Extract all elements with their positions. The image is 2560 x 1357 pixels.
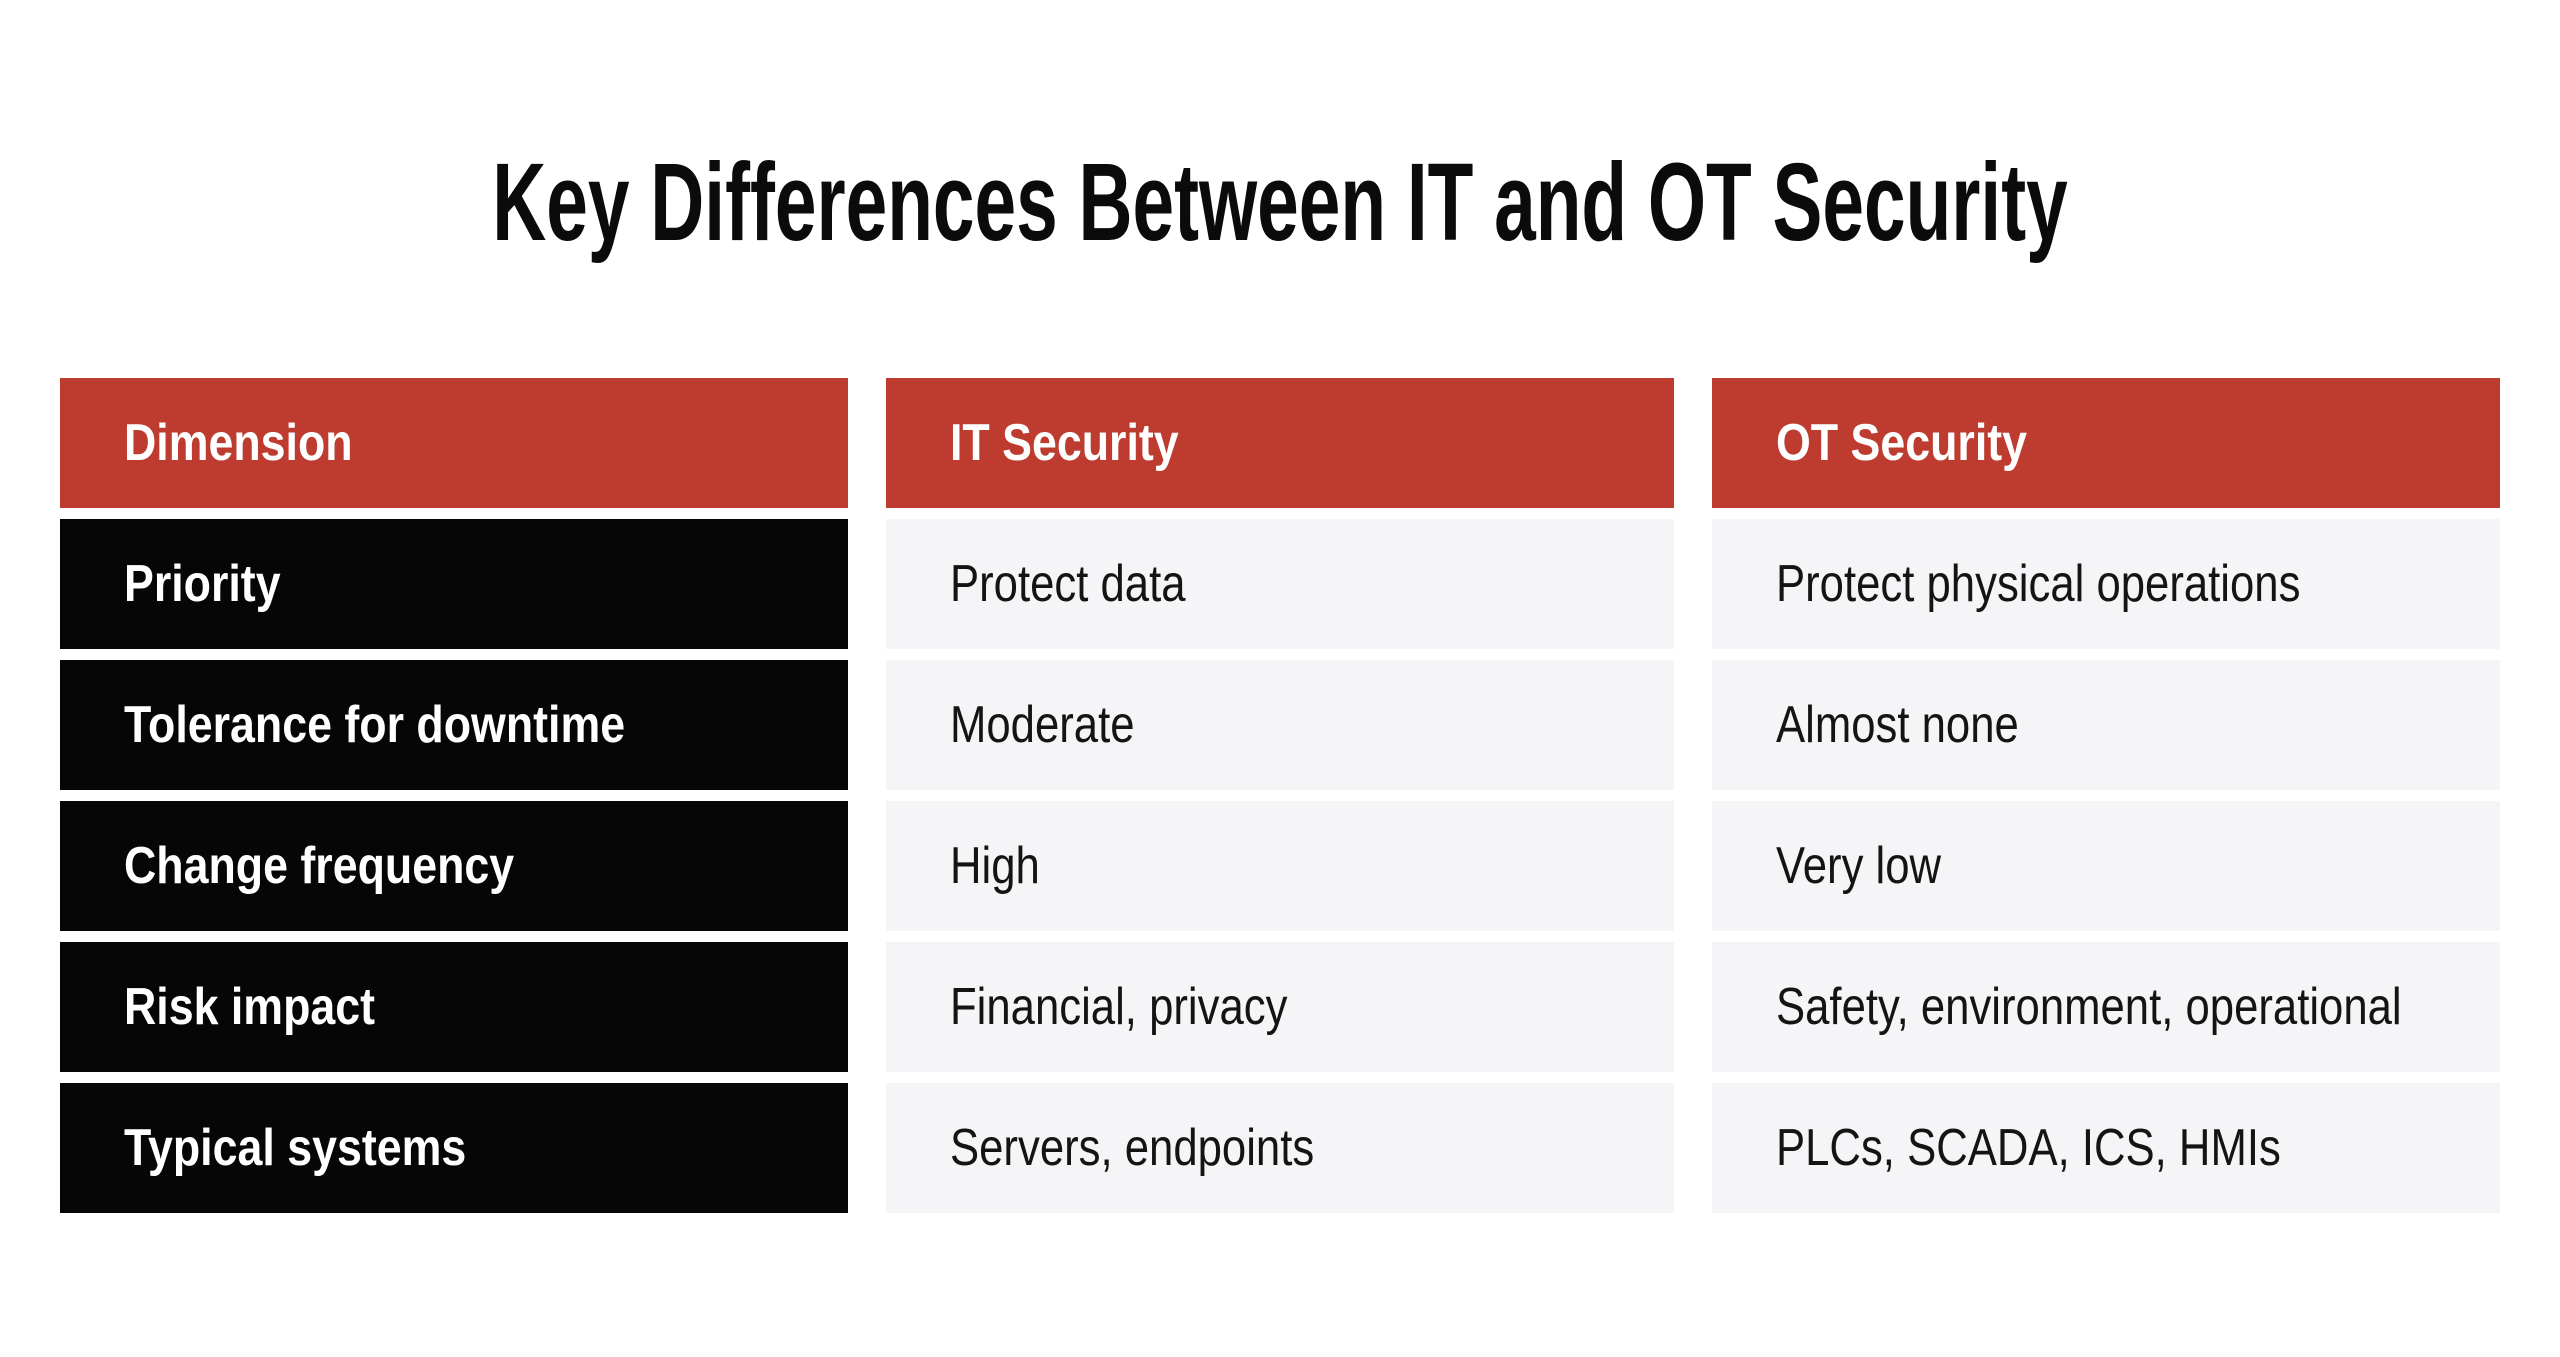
comparison-table: Dimension IT Security OT Security Priori…: [60, 378, 2500, 1213]
row-label-typical-systems-text: Typical systems: [124, 1119, 467, 1177]
column-header-dimension-label: Dimension: [124, 414, 353, 472]
cell-change-frequency-ot-text: Very low: [1776, 837, 1942, 895]
cell-tolerance-it-text: Moderate: [950, 696, 1135, 754]
column-header-ot-security-label: OT Security: [1776, 414, 2028, 472]
row-label-tolerance-for-downtime: Tolerance for downtime: [60, 660, 848, 790]
column-header-it-security: IT Security: [886, 378, 1674, 508]
column-header-ot-security: OT Security: [1712, 378, 2500, 508]
cell-change-frequency-ot: Very low: [1712, 801, 2500, 931]
row-label-risk-impact: Risk impact: [60, 942, 848, 1072]
column-header-dimension: Dimension: [60, 378, 848, 508]
row-label-change-frequency: Change frequency: [60, 801, 848, 931]
cell-risk-impact-ot: Safety, environment, operational: [1712, 942, 2500, 1072]
row-label-change-frequency-text: Change frequency: [124, 837, 515, 895]
cell-change-frequency-it: High: [886, 801, 1674, 931]
cell-risk-impact-ot-text: Safety, environment, operational: [1776, 978, 2402, 1036]
cell-risk-impact-it-text: Financial, privacy: [950, 978, 1288, 1036]
page-title: Key Differences Between IT and OT Securi…: [492, 141, 2068, 264]
cell-typical-systems-ot-text: PLCs, SCADA, ICS, HMIs: [1776, 1119, 2281, 1177]
cell-priority-ot: Protect physical operations: [1712, 519, 2500, 649]
cell-priority-it-text: Protect data: [950, 555, 1186, 613]
cell-typical-systems-it: Servers, endpoints: [886, 1083, 1674, 1213]
row-label-priority-text: Priority: [124, 555, 281, 613]
row-label-tolerance-for-downtime-text: Tolerance for downtime: [124, 696, 626, 754]
cell-tolerance-ot-text: Almost none: [1776, 696, 2019, 754]
cell-priority-it: Protect data: [886, 519, 1674, 649]
cell-change-frequency-it-text: High: [950, 837, 1040, 895]
cell-risk-impact-it: Financial, privacy: [886, 942, 1674, 1072]
row-label-risk-impact-text: Risk impact: [124, 978, 376, 1036]
row-label-priority: Priority: [60, 519, 848, 649]
cell-tolerance-it: Moderate: [886, 660, 1674, 790]
cell-typical-systems-it-text: Servers, endpoints: [950, 1119, 1315, 1177]
cell-tolerance-ot: Almost none: [1712, 660, 2500, 790]
cell-priority-ot-text: Protect physical operations: [1776, 555, 2301, 613]
row-label-typical-systems: Typical systems: [60, 1083, 848, 1213]
column-header-it-security-label: IT Security: [950, 414, 1179, 472]
cell-typical-systems-ot: PLCs, SCADA, ICS, HMIs: [1712, 1083, 2500, 1213]
